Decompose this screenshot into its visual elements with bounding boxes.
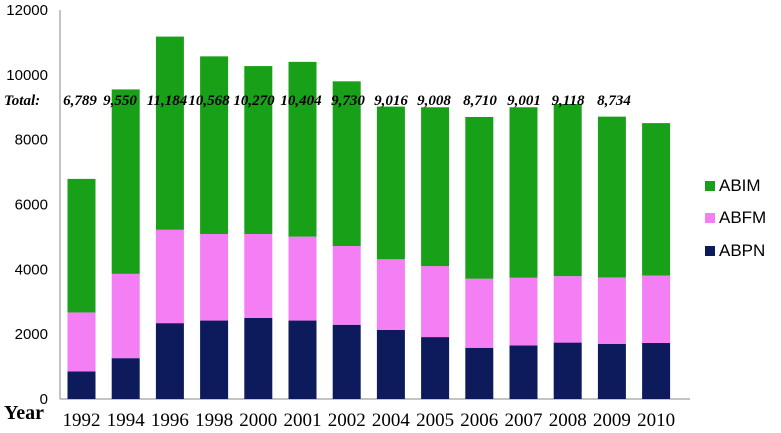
total-label: 6,789 [63,93,97,109]
legend-swatch-abim [705,181,715,191]
bar-abim-2006 [465,116,494,279]
total-label: 9,001 [507,93,541,109]
y-tick-label: 2000 [15,326,48,343]
bar-abim-2000 [244,66,273,234]
x-tick-label: 1996 [151,410,189,431]
bar-abpn-2000 [244,317,273,399]
x-tick-label: 2007 [505,410,543,431]
legend-label-abfm: ABFM [719,208,766,227]
bar-abfm-2009 [597,277,626,344]
bar-abim-1996 [155,36,184,230]
bar-abfm-2006 [465,278,494,348]
bar-abfm-2001 [288,236,317,321]
bar-abpn-2009 [597,343,626,399]
bar-abfm-1992 [67,312,96,372]
totals-prefix-label: Total: [4,93,40,109]
y-tick-label: 0 [40,391,48,408]
bar-abpn-2006 [465,347,494,399]
total-label: 10,404 [280,93,322,109]
total-labels: Total: 6,789 9,550 11,184 10,568 10,270 10,404… [4,93,631,109]
bar-abim-2001 [288,61,317,237]
total-label: 9,730 [331,93,365,109]
bar-abim-1992 [67,178,96,313]
x-tick-label: 2000 [239,410,277,431]
y-tick-label: 12000 [6,2,48,19]
x-tick-label: 1992 [63,410,101,431]
total-label: 8,710 [463,93,497,109]
bar-abim-2007 [509,107,538,278]
y-tick-label: 8000 [15,132,48,149]
x-tick-label: 2008 [549,410,587,431]
x-tick-label: 2009 [593,410,631,431]
total-label: 9,016 [374,93,408,109]
total-label: 9,008 [417,93,451,109]
x-tick-label: 2002 [328,410,366,431]
y-tick-label: 4000 [15,261,48,278]
bar-abpn-2002 [332,324,361,399]
bar-abfm-2005 [421,266,450,338]
legend-swatch-abfm [705,213,715,223]
bar-abpn-1992 [67,371,96,399]
bar-abfm-2002 [332,245,361,325]
bars [67,36,671,399]
bar-abpn-1998 [200,320,229,399]
total-label: 10,270 [233,93,275,109]
bar-abim-1998 [200,56,229,234]
bar-abfm-2007 [509,277,538,346]
y-tick-labels: 0 2000 4000 6000 8000 10000 12000 [6,2,48,408]
total-label: 11,184 [147,93,188,109]
legend: ABIM ABFM ABPN [705,176,766,260]
bar-abfm-2004 [376,259,405,330]
bar-abpn-2007 [509,345,538,399]
bar-abpn-2010 [642,342,671,399]
bar-abpn-2008 [553,342,582,399]
bar-abpn-1994 [111,358,140,399]
bar-abim-2005 [421,107,450,267]
total-label: 10,568 [188,93,230,109]
x-axis-title: Year [4,402,44,424]
x-tick-label: 2010 [637,410,675,431]
bar-abfm-1994 [111,273,140,359]
x-tick-label: 1994 [107,410,146,431]
x-tick-label: 1998 [195,410,233,431]
bar-abim-2010 [642,123,671,276]
bar-abim-2002 [332,81,361,246]
total-label: 8,734 [597,93,631,109]
y-tick-label: 6000 [15,197,48,214]
bar-abpn-1996 [155,323,184,399]
bar-abpn-2005 [421,337,450,399]
y-tick-label: 10000 [6,67,48,84]
legend-swatch-abpn [705,246,715,256]
legend-label-abim: ABIM [719,176,761,195]
x-tick-label: 2006 [460,410,498,431]
bar-abfm-2008 [553,276,582,343]
bar-abfm-2000 [244,233,273,318]
bar-abim-2004 [376,106,405,260]
bar-abim-2008 [553,104,582,277]
total-label: 9,118 [552,93,585,109]
x-tick-label: 2005 [416,410,454,431]
bar-abim-1994 [111,89,140,274]
x-tick-label: 2004 [372,410,411,431]
legend-label-abpn: ABPN [719,241,765,260]
x-tick-labels: 1992 1994 1996 1998 2000 2001 2002 2004 2005 2006… [63,410,676,431]
bar-abfm-1998 [200,233,229,321]
x-tick-label: 2001 [284,410,322,431]
bar-abfm-2010 [642,275,671,343]
total-label: 9,550 [103,93,137,109]
bar-abfm-1996 [155,229,184,324]
bar-abpn-2004 [376,329,405,399]
bar-abim-2009 [597,116,626,278]
bar-abpn-2001 [288,320,317,399]
